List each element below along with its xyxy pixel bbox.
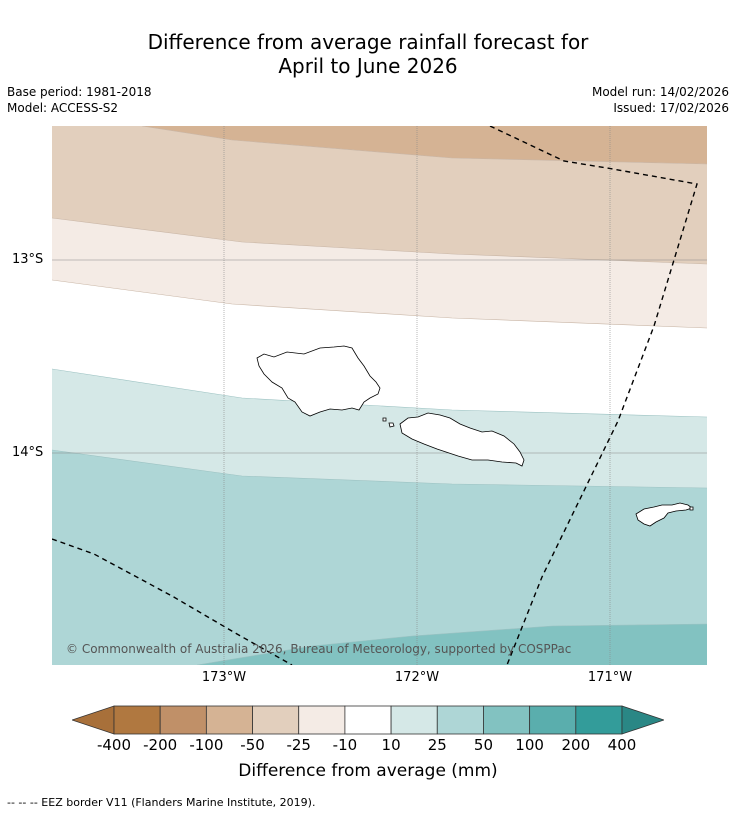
colorbar <box>72 705 664 735</box>
colorbar-bin <box>483 705 531 735</box>
colorbar-bin <box>529 705 577 735</box>
colorbar-bin <box>298 705 346 735</box>
lon-label-171w: 171°W <box>587 670 633 685</box>
colorbar-extend-low <box>72 705 115 735</box>
chart-title: Difference from average rainfall forecas… <box>0 30 736 78</box>
islet-aunuu <box>689 506 694 511</box>
island-tutuila <box>635 502 693 527</box>
colorbar-label: Difference from average (mm) <box>238 761 498 781</box>
colorbar-bin <box>205 705 253 735</box>
colorbar-tick-label: -25 <box>286 736 311 754</box>
metadata-left: Base period: 1981-2018 Model: ACCESS-S2 <box>7 84 152 116</box>
contour-lines <box>52 126 707 329</box>
band-minus-50-25 <box>52 126 707 264</box>
islands <box>256 345 694 527</box>
colorbar-tick-label: 200 <box>561 736 591 754</box>
metadata-right: Model run: 14/02/2026 Issued: 17/02/2026 <box>592 84 729 116</box>
model-name: Model: ACCESS-S2 <box>7 101 119 115</box>
island-savaii <box>256 345 381 417</box>
colorbar-bin <box>252 705 300 735</box>
lat-label-13s: 13°S <box>12 252 44 267</box>
eez-border-north-east <box>489 126 698 665</box>
graticule <box>52 126 707 665</box>
band-plus-25-50 <box>52 450 707 665</box>
issued-date: Issued: 17/02/2026 <box>613 101 729 115</box>
colorbar-tick-label: 10 <box>381 736 401 754</box>
colorbar-tick-label: -100 <box>189 736 224 754</box>
copyright-notice: © Commonwealth of Australia 2026, Bureau… <box>66 642 572 656</box>
title-line-2: April to June 2026 <box>278 54 458 78</box>
band-minus-25-10 <box>52 218 707 328</box>
colorbar-tick-label: 50 <box>473 736 493 754</box>
band-plus-50-100 <box>197 624 707 665</box>
lat-label-14s: 14°S <box>12 445 44 460</box>
islet-apolima <box>388 422 395 428</box>
colorbar-tick-label: -50 <box>240 736 265 754</box>
band-minus-100-50 <box>52 126 707 164</box>
colorbar-bin <box>159 705 207 735</box>
colorbar-tick-label: 100 <box>515 736 544 754</box>
band-plus-10-25 <box>52 369 707 488</box>
eez-border-south-west <box>52 538 293 665</box>
model-run: Model run: 14/02/2026 <box>591 85 729 99</box>
base-period: Base period: 1981-2018 <box>7 85 152 99</box>
forecast-map <box>52 126 707 665</box>
title-line-1: Difference from average rainfall forecas… <box>147 30 589 54</box>
colorbar-extend-high <box>621 705 664 735</box>
colorbar-bin <box>113 705 161 735</box>
colorbar-tick-label: -200 <box>143 736 178 754</box>
colorbar-tick-label: -400 <box>96 736 132 754</box>
island-upolu <box>399 412 525 467</box>
eez-footnote: -- -- -- EEZ border V11 (Flanders Marine… <box>7 796 316 809</box>
lon-label-172w: 172°W <box>394 670 440 685</box>
lon-label-173w: 173°W <box>201 670 247 685</box>
colorbar-bin <box>436 705 484 735</box>
colorbar-tick-label: 400 <box>607 736 637 754</box>
colorbar-bin <box>390 705 438 735</box>
eez-borders <box>52 126 698 665</box>
colorbar-tick-label: 25 <box>427 736 447 754</box>
islet-manono <box>382 417 387 422</box>
colorbar-bin <box>344 705 392 735</box>
colorbar-tick-label: -10 <box>332 736 358 754</box>
colorbar-segments <box>72 705 664 735</box>
map-canvas <box>52 126 707 665</box>
colorbar-bin <box>575 705 623 735</box>
